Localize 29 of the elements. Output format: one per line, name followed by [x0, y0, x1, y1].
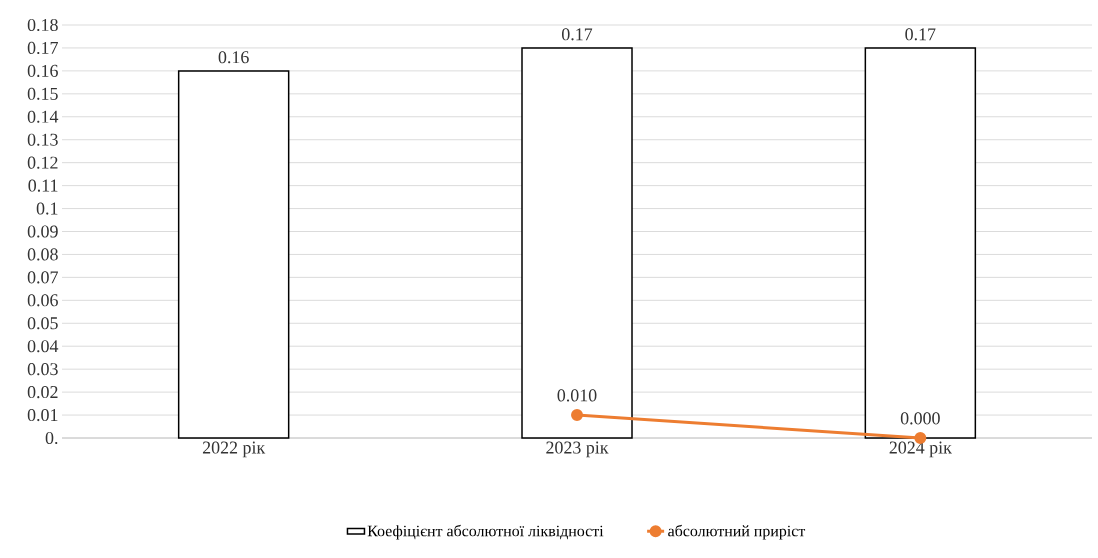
data-label: 0.000: [900, 412, 940, 425]
y-tick-label: 0.05: [27, 317, 58, 330]
y-tick-label: 0.09: [27, 225, 58, 238]
y-tick-label: 0.: [45, 431, 58, 445]
y-tick-label: 0.13: [27, 133, 58, 146]
y-tick-label: 0.1: [36, 202, 58, 215]
data-label: 0.010: [557, 389, 597, 402]
legend-label: абсолютний приріст: [668, 524, 806, 540]
y-tick-label: 0.11: [28, 179, 58, 192]
data-label: 0.17: [905, 28, 936, 41]
y-tick-label: 0.12: [27, 156, 58, 169]
y-tick-label: 0.02: [27, 386, 58, 399]
x-tick-label: 2024 рік: [889, 441, 952, 458]
y-tick-label: 0.18: [27, 18, 58, 32]
data-label: 0.16: [218, 51, 249, 64]
x-tick-label: 2023 рік: [546, 441, 609, 458]
y-tick-label: 0.08: [27, 248, 58, 261]
y-tick-label: 0.16: [27, 64, 58, 77]
legend-label: Коефіцієнт абсолютної ліквідності: [367, 524, 604, 540]
y-tick-label: 0.03: [27, 363, 58, 376]
y-tick-label: 0.17: [27, 41, 58, 55]
y-tick-label: 0.06: [27, 294, 58, 307]
y-tick-label: 0.15: [27, 87, 58, 100]
y-tick-label: 0.01: [27, 408, 58, 422]
y-tick-label: 0.14: [27, 110, 59, 123]
data-label: 0.17: [562, 28, 593, 41]
y-tick-label: 0.07: [27, 271, 58, 284]
y-tick-label: 0.04: [27, 340, 59, 353]
x-tick-label: 2022 рік: [202, 441, 266, 458]
